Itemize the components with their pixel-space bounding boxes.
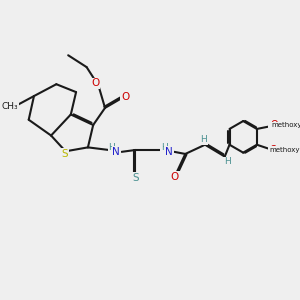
Text: H: H	[108, 143, 115, 152]
Text: S: S	[132, 173, 139, 183]
Text: O: O	[171, 172, 179, 182]
Text: N: N	[165, 147, 173, 157]
Text: methoxy: methoxy	[271, 122, 300, 128]
Text: H: H	[224, 157, 231, 166]
Text: S: S	[62, 149, 68, 159]
Text: methoxy: methoxy	[270, 147, 300, 153]
Text: O: O	[271, 120, 278, 130]
Text: O: O	[269, 145, 277, 155]
Text: O: O	[91, 78, 99, 88]
Text: H: H	[161, 143, 168, 152]
Text: CH₃: CH₃	[1, 102, 18, 111]
Text: H: H	[200, 135, 207, 144]
Text: O: O	[121, 92, 129, 102]
Text: N: N	[112, 147, 120, 157]
